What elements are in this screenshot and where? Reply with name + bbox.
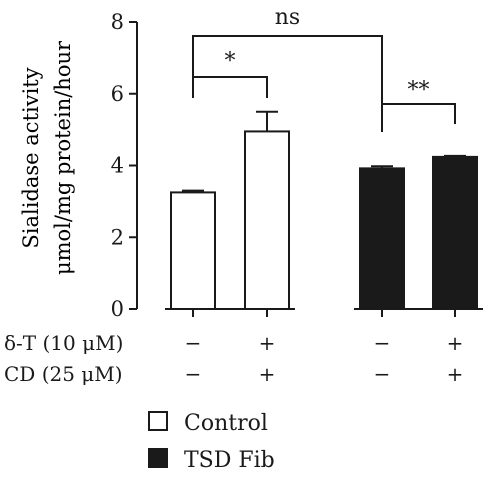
significance-label: ns bbox=[275, 5, 300, 30]
y-tick-label: 8 bbox=[111, 10, 124, 34]
legend-label: Control bbox=[184, 411, 268, 436]
x-tick-marks bbox=[165, 308, 483, 317]
bar bbox=[170, 191, 216, 310]
treatment-sign: + bbox=[259, 362, 276, 386]
treatment-sign: − bbox=[185, 331, 202, 355]
legend-swatch bbox=[148, 411, 168, 431]
treatment-sign: + bbox=[259, 331, 276, 355]
y-axis-title-line1: Sialidase activity bbox=[19, 67, 43, 248]
significance-bracket bbox=[192, 35, 383, 132]
treatment-sign: − bbox=[374, 331, 391, 355]
bar bbox=[432, 155, 478, 310]
bars bbox=[170, 110, 478, 310]
y-axis-title: Sialidase activity μmol/mg protein/hour bbox=[19, 40, 75, 275]
significance-brackets: ***ns bbox=[192, 5, 456, 132]
y-tick-label: 6 bbox=[111, 82, 124, 106]
treatment-sign: − bbox=[374, 362, 391, 386]
legend: Control TSD Fib bbox=[148, 411, 275, 473]
significance-bracket bbox=[192, 76, 268, 98]
treatment-row-label: δ-T (10 μM) bbox=[4, 331, 123, 355]
bar bbox=[244, 130, 290, 310]
significance-label: * bbox=[225, 49, 236, 74]
treatment-sign: + bbox=[447, 331, 464, 355]
treatment-table: δ-T (10 μM) − + − + CD (25 μM) − + − + bbox=[4, 331, 463, 386]
y-tick-label: 2 bbox=[111, 225, 124, 249]
y-tick-label: 0 bbox=[111, 297, 124, 321]
y-axis-ticks: 0 2 4 6 8 bbox=[111, 10, 137, 321]
treatment-sign: − bbox=[185, 362, 202, 386]
treatment-sign: + bbox=[447, 362, 464, 386]
y-axis-title-line2: μmol/mg protein/hour bbox=[51, 40, 75, 275]
bar bbox=[359, 167, 405, 310]
treatment-row-label: CD (25 μM) bbox=[4, 362, 123, 386]
significance-label: ** bbox=[408, 78, 430, 103]
significance-bracket bbox=[381, 103, 456, 127]
legend-label: TSD Fib bbox=[184, 448, 275, 473]
y-tick-label: 4 bbox=[111, 154, 124, 178]
legend-swatch bbox=[148, 448, 168, 468]
